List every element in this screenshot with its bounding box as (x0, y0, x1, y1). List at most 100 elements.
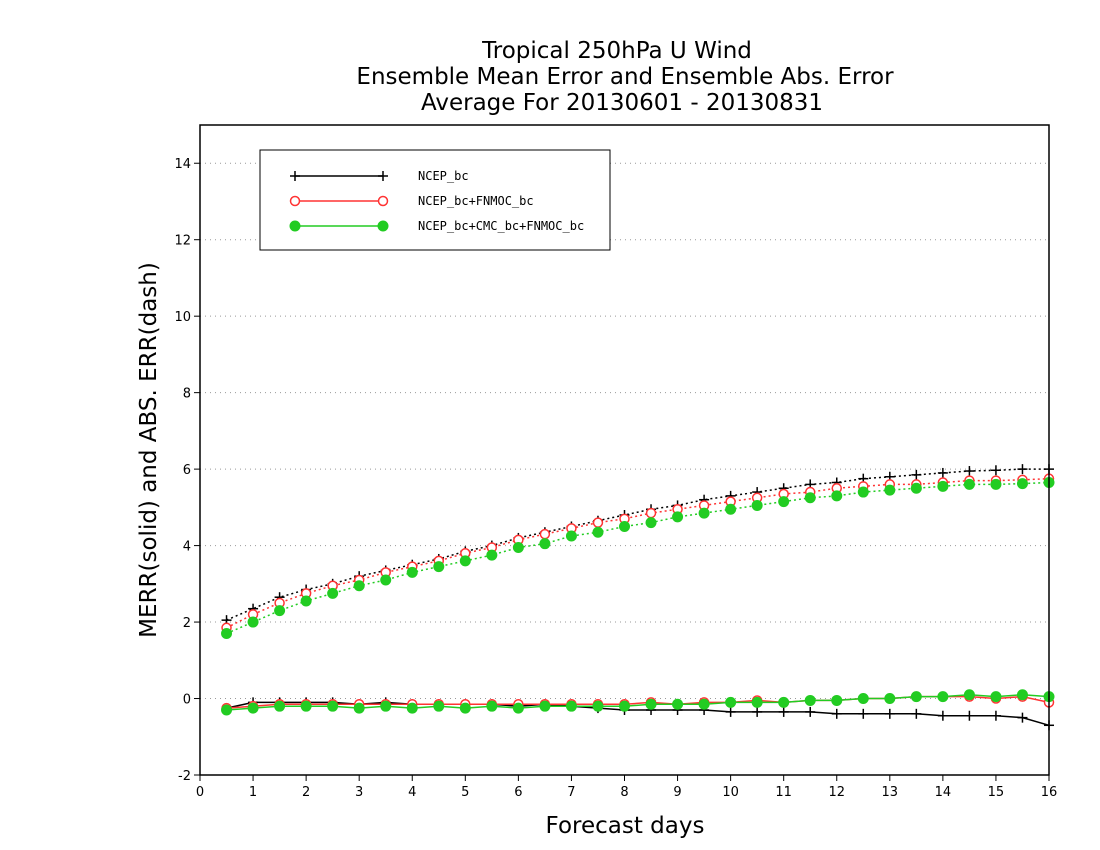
merr-point (964, 710, 975, 721)
merr-point (512, 702, 524, 714)
merr-point (778, 696, 790, 708)
x-tick-label: 4 (408, 785, 416, 800)
abs-err-point (565, 530, 577, 542)
merr-point (406, 702, 418, 714)
x-tick-label: 0 (196, 785, 204, 800)
merr-point (300, 700, 312, 712)
abs-err-point (300, 595, 312, 607)
merr-point (274, 700, 286, 712)
merr-point (1016, 689, 1028, 701)
legend-item-0: NCEP_bc (290, 169, 469, 183)
y-tick-label: -2 (178, 769, 191, 784)
y-tick-label: 8 (183, 387, 191, 402)
abs-err-point (645, 517, 657, 529)
legend-marker-left (290, 171, 300, 181)
x-tick-label: 5 (461, 785, 469, 800)
y-tick-label: 2 (183, 616, 191, 631)
series-layer (221, 464, 1055, 731)
gridlines (200, 162, 1049, 776)
merr-point (380, 700, 392, 712)
y-tick-label: 10 (174, 310, 191, 325)
x-axis: 0 1 2 3 4 5 6 7 8 9 10 11 12 13 14 15 16 (196, 775, 1057, 800)
merr-point (725, 706, 736, 717)
abs-err-point (592, 517, 604, 528)
abs-err-point (645, 507, 657, 519)
merr-point (592, 700, 604, 712)
merr-point (459, 702, 471, 714)
series-0 (221, 464, 1054, 731)
x-tick-label: 12 (828, 785, 845, 800)
abs-err-point (380, 574, 392, 586)
x-tick-label: 7 (567, 785, 575, 800)
merr-point (884, 708, 895, 719)
merr-point (433, 700, 445, 712)
abs-err-point (619, 520, 630, 532)
x-tick-label: 14 (935, 785, 952, 800)
merr-point (858, 708, 869, 719)
abs-err-point (910, 482, 922, 494)
abs-err-point (990, 465, 1001, 476)
legend-items: NCEP_bc NCEP_bc+FNMOC_bc NCEP_bc+CMC_bc+FN… (289, 169, 584, 233)
legend-marker-left (289, 220, 301, 232)
merr-point (619, 700, 630, 712)
merr-point (884, 693, 896, 705)
abs-err-point (778, 496, 790, 508)
legend-marker-right (377, 220, 389, 232)
merr-point (990, 710, 1001, 721)
x-tick-label: 2 (302, 785, 310, 800)
chart-title: Tropical 250hPa U Wind Ensemble Mean Err… (356, 38, 894, 116)
legend: NCEP_bc NCEP_bc+FNMOC_bc NCEP_bc+CMC_bc+FN… (259, 149, 611, 251)
abs-err-line (226, 468, 1049, 621)
merr-point (1017, 712, 1028, 723)
abs-err-point (698, 507, 710, 519)
merr-point (486, 700, 498, 712)
y-tick-label: 0 (183, 693, 191, 708)
x-axis-label: Forecast days (546, 813, 705, 839)
abs-err-point (247, 616, 259, 628)
abs-err-point (592, 526, 604, 538)
x-tick-label: 6 (514, 785, 522, 800)
abs-err-point (539, 528, 551, 540)
merr-point (327, 700, 339, 712)
title-line-2: Ensemble Mean Error and Ensemble Abs. Er… (356, 64, 894, 90)
legend-item-2: NCEP_bc+CMC_bc+FNMOC_bc (289, 219, 584, 233)
abs-err-point (433, 561, 445, 573)
merr-point (857, 693, 869, 705)
merr-point (752, 706, 763, 717)
abs-err-point (1016, 478, 1028, 490)
y-axis-label: MERR(solid) and ABS. ERR(dash) (136, 262, 162, 638)
legend-label: NCEP_bc+CMC_bc+FNMOC_bc (418, 219, 584, 233)
x-tick-label: 13 (882, 785, 899, 800)
x-tick-label: 3 (355, 785, 363, 800)
merr-point (247, 702, 259, 714)
abs-err-point (1017, 464, 1028, 475)
abs-err-point (539, 538, 551, 550)
y-tick-label: 14 (174, 157, 191, 172)
merr-point (831, 694, 843, 706)
abs-err-point (911, 469, 922, 480)
abs-err-point (884, 484, 896, 496)
abs-err-point (857, 486, 869, 498)
x-tick-label: 10 (722, 785, 739, 800)
merr-point (751, 696, 763, 708)
merr-point (911, 708, 922, 719)
x-tick-label: 9 (673, 785, 681, 800)
x-tick-label: 16 (1041, 785, 1058, 800)
abs-err-point (221, 628, 233, 640)
abs-err-point (486, 549, 498, 561)
abs-err-point (725, 503, 737, 515)
abs-err-point (751, 499, 763, 511)
abs-err-point (512, 542, 524, 553)
abs-err-point (459, 555, 471, 567)
x-tick-label: 8 (620, 785, 628, 800)
title-line-3: Average For 20130601 - 20130831 (421, 90, 823, 116)
abs-err-point (274, 605, 286, 617)
legend-label: NCEP_bc (418, 169, 469, 183)
legend-marker-right (377, 195, 389, 207)
merr-point (725, 696, 737, 708)
abs-err-line (226, 481, 1050, 635)
series-2 (221, 477, 1055, 716)
merr-point (672, 698, 684, 710)
merr-line (226, 693, 1050, 711)
abs-err-point (672, 511, 684, 523)
